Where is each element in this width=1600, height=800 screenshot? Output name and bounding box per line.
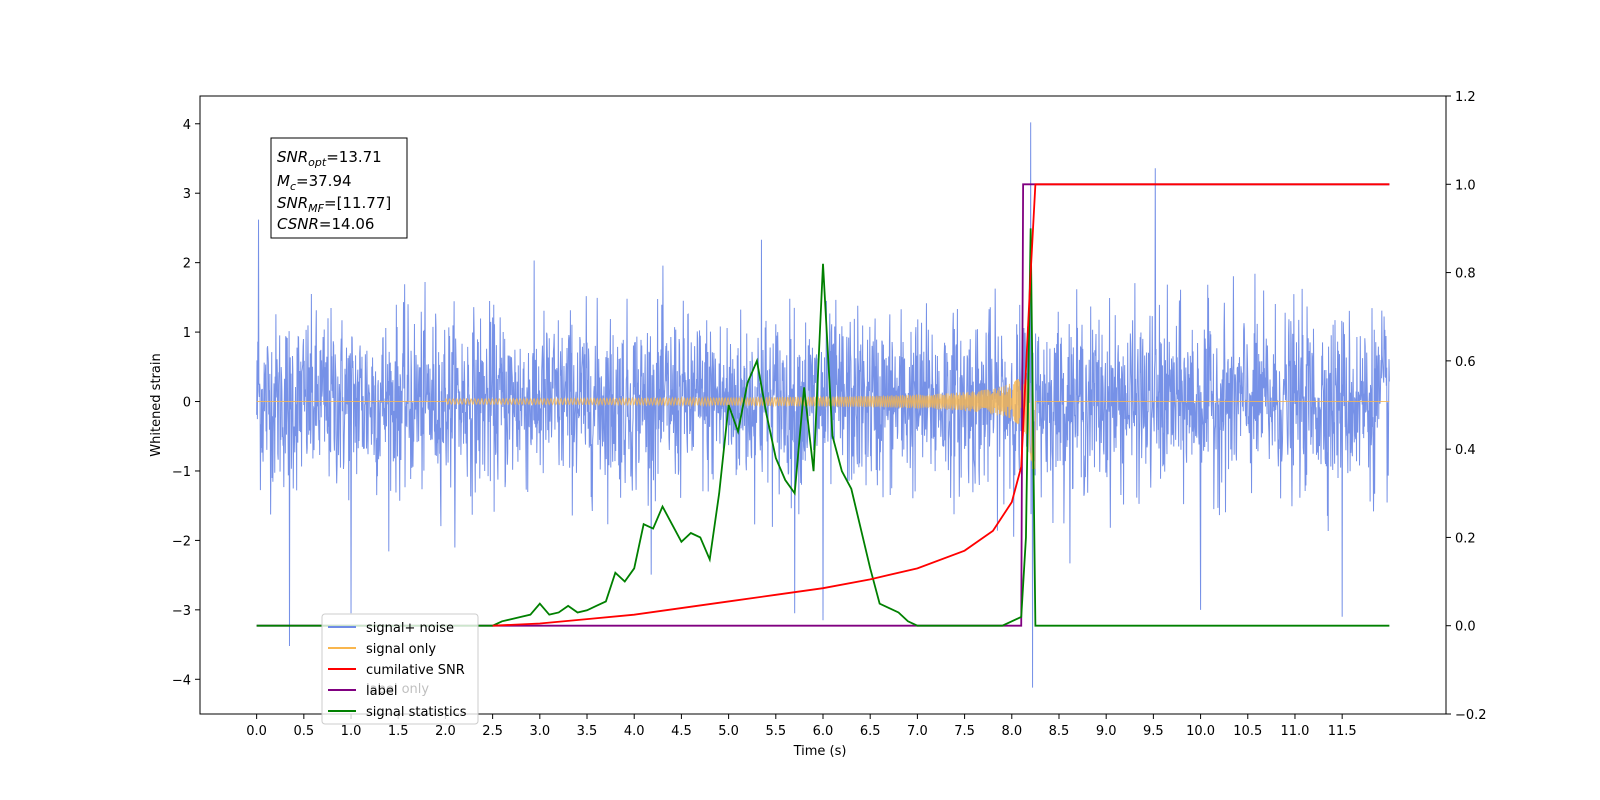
x-tick-label: 9.5: [1143, 724, 1164, 739]
x-axis: 0.0 0.5 1.0 1.5 2.0 2.5 3.0 3.5 4.0 4.5 5.0 5.5 6.0 6…: [246, 714, 1357, 739]
x-tick-label: 1.5: [388, 724, 409, 739]
x-tick-label: 7.0: [907, 724, 928, 739]
x-tick-label: 0.0: [246, 724, 267, 739]
x-tick-label: 1.0: [341, 724, 362, 739]
x-tick-label: 9.0: [1096, 724, 1117, 739]
x-tick-label: 3.5: [577, 724, 598, 739]
series-signal-noise-line: [256, 122, 1390, 688]
y-left-tick-label: −1: [172, 465, 191, 480]
x-tick-label: 2.0: [435, 724, 456, 739]
y-axis-right: 1.2 1.0 0.8 0.6 0.4 0.2 0.0 −0.2: [1446, 90, 1487, 723]
y-axis-label: Whitened strain: [149, 353, 164, 456]
x-tick-label: 10.0: [1186, 724, 1215, 739]
annotation-line-2: Mc=37.94: [277, 172, 352, 193]
y-right-tick-label: 0.0: [1455, 620, 1476, 635]
annotation-line-3: SNRMF=[11.77]: [277, 194, 391, 215]
x-tick-label: 6.5: [860, 724, 881, 739]
y-right-tick-label: 0.4: [1455, 443, 1476, 458]
annotation-box: SNRopt=13.71 Mc=37.94 SNRMF=[11.77] CSNR…: [270, 137, 408, 239]
series-signal-only-line: [256, 366, 1390, 470]
x-tick-label: 3.0: [529, 724, 550, 739]
legend-label: signal+ noise: [366, 621, 454, 636]
y-left-tick-label: 3: [183, 187, 191, 202]
legend-label: label: [366, 684, 397, 699]
legend-hidden-label: label only: [366, 682, 429, 697]
y-left-tick-label: 0: [183, 396, 191, 411]
x-tick-label: 5.0: [718, 724, 739, 739]
y-axis-left: 4 3 2 1 0 −1 −2 −3 −4: [172, 118, 200, 688]
y-left-tick-label: 2: [183, 257, 191, 272]
x-tick-label: 0.5: [293, 724, 314, 739]
y-left-tick-label: −4: [172, 673, 191, 688]
y-left-tick-label: 4: [183, 118, 191, 133]
y-left-tick-label: −2: [172, 534, 191, 549]
annotation-line-1: SNRopt=13.71: [277, 148, 382, 169]
y-right-tick-label: −0.2: [1455, 708, 1487, 723]
legend-label: signal only: [366, 642, 436, 657]
x-tick-label: 8.5: [1049, 724, 1070, 739]
y-right-tick-label: 0.2: [1455, 531, 1476, 546]
legend: label only signal+ noise signal only cumil…: [321, 613, 479, 725]
x-tick-label: 7.5: [954, 724, 975, 739]
x-tick-label: 11.5: [1328, 724, 1357, 739]
y-right-tick-label: 0.6: [1455, 355, 1476, 370]
x-tick-label: 5.5: [765, 724, 786, 739]
x-tick-label: 8.0: [1001, 724, 1022, 739]
y-left-tick-label: 1: [183, 326, 191, 341]
y-right-tick-label: 1.2: [1455, 90, 1476, 105]
legend-items: signal+ noise signal only cumilative SNR la…: [328, 621, 467, 720]
y-right-tick-label: 1.0: [1455, 178, 1476, 193]
x-axis-label: Time (s): [793, 744, 847, 759]
x-tick-label: 4.5: [671, 724, 692, 739]
y-left-tick-label: −3: [172, 604, 191, 619]
x-tick-label: 4.0: [624, 724, 645, 739]
x-tick-label: 11.0: [1280, 724, 1309, 739]
x-tick-label: 10.5: [1233, 724, 1262, 739]
series-signal-statistics-line: [256, 228, 1390, 627]
y-right-tick-label: 0.8: [1455, 267, 1476, 282]
annotation-line-4: CSNR=14.06: [277, 215, 374, 233]
x-tick-label: 2.5: [482, 724, 503, 739]
legend-label: cumilative SNR: [366, 663, 465, 678]
legend-label: signal statistics: [366, 705, 467, 720]
series-layer: [256, 122, 1390, 688]
series-cumulative-snr-line: [492, 183, 1390, 627]
x-tick-label: 6.0: [813, 724, 834, 739]
